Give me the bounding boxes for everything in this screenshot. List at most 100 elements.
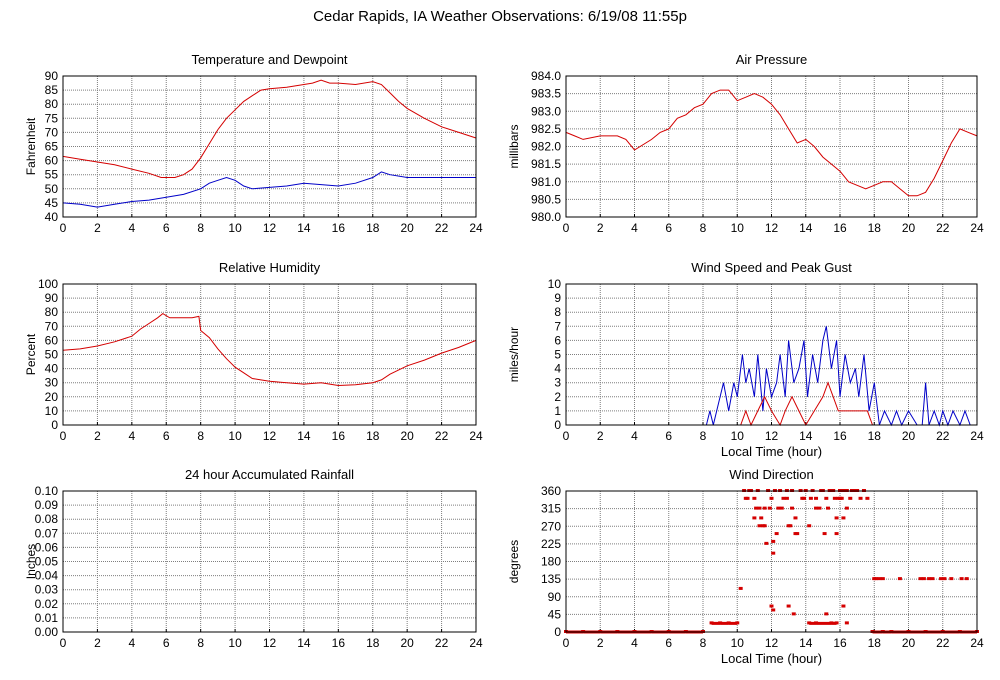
rainfall-title: 24 hour Accumulated Rainfall (185, 467, 354, 482)
wind-direction-xtick-label: 18 (868, 636, 882, 650)
wind-direction-point (752, 496, 757, 500)
wind-speed-series-line-1 (566, 381, 878, 427)
rainfall-xtick-label: 16 (332, 636, 346, 650)
wind-direction-point (807, 524, 812, 528)
humidity-ytick-label: 100 (38, 277, 58, 291)
humidity-xtick-label: 10 (228, 429, 242, 443)
humidity-xtick-label: 12 (263, 429, 277, 443)
wind-direction-point (834, 516, 839, 520)
page-title: Cedar Rapids, IA Weather Observations: 6… (313, 8, 687, 25)
rainfall-ytick-label: 0.03 (35, 583, 59, 597)
humidity-ytick-label: 40 (45, 362, 59, 376)
pressure-xtick-label: 16 (833, 221, 847, 235)
wind-speed-title: Wind Speed and Peak Gust (691, 260, 852, 275)
rainfall-xtick-label: 10 (228, 636, 242, 650)
wind-direction-point (942, 577, 947, 581)
wind-direction-point (762, 524, 767, 528)
rainfall-ytick-label: 0.10 (35, 484, 59, 498)
wind-direction-point (757, 524, 762, 528)
temperature-xtick-label: 22 (435, 221, 449, 235)
rainfall-xtick-label: 6 (163, 636, 170, 650)
temperature-xtick-label: 24 (469, 221, 483, 235)
wind-direction-point (834, 532, 839, 536)
temperature-ytick-label: 45 (45, 196, 59, 210)
humidity-ytick-label: 70 (45, 319, 59, 333)
temperature-xtick-label: 0 (60, 221, 67, 235)
wind-direction-point (858, 496, 863, 500)
wind-direction-point (832, 496, 837, 500)
wind-direction-point (771, 608, 776, 612)
temperature-ylabel: Fahrenheit (24, 117, 38, 175)
wind-direction-xtick-label: 24 (970, 636, 984, 650)
temperature-xtick-label: 20 (400, 221, 414, 235)
wind-speed-ytick-label: 9 (554, 291, 561, 305)
wind-direction-point (897, 577, 902, 581)
wind-direction-point (949, 577, 954, 581)
wind-direction-point (779, 506, 784, 510)
wind-direction-xtick-label: 14 (799, 636, 813, 650)
pressure-xtick-label: 24 (970, 221, 984, 235)
wind-speed-xtick-label: 8 (700, 429, 707, 443)
wind-direction-ytick-label: 360 (541, 484, 561, 498)
pressure-ylabel: millibars (507, 124, 521, 168)
wind-direction-point (824, 612, 829, 616)
rainfall-ylabel: Inches (24, 544, 38, 579)
wind-speed-ytick-label: 5 (554, 348, 561, 362)
humidity-xtick-label: 2 (94, 429, 101, 443)
wind-direction-point (841, 604, 846, 608)
wind-direction-point (964, 577, 969, 581)
wind-direction-point (771, 551, 776, 555)
wind-direction-point (808, 496, 813, 500)
rainfall-xtick-label: 0 (60, 636, 67, 650)
wind-direction-point (754, 506, 759, 510)
wind-direction-xtick-label: 10 (731, 636, 745, 650)
wind-direction-point (764, 541, 769, 545)
rainfall-ytick-label: 0.02 (35, 597, 59, 611)
wind-speed-frame (565, 283, 978, 426)
pressure-xtick-label: 12 (765, 221, 779, 235)
wind-speed-xtick-label: 12 (765, 429, 779, 443)
pressure-ytick-label: 982.0 (531, 140, 561, 154)
pressure-xtick-label: 10 (731, 221, 745, 235)
humidity-xtick-label: 20 (400, 429, 414, 443)
wind-direction-point (769, 604, 774, 608)
temperature-ytick-label: 50 (45, 182, 59, 196)
humidity-ylabel: Percent (24, 333, 38, 375)
temperature-ytick-label: 40 (45, 210, 59, 224)
wind-direction-point (873, 577, 878, 581)
wind-direction-point (939, 577, 944, 581)
wind-direction-point (788, 524, 793, 528)
pressure-frame (565, 75, 978, 218)
rainfall-ytick-label: 0.09 (35, 498, 59, 512)
wind-direction-xtick-label: 2 (597, 636, 604, 650)
wind-direction-point (826, 506, 831, 510)
wind-direction-point (776, 506, 781, 510)
wind-direction-ytick-label: 45 (548, 607, 562, 621)
humidity-series-line-0 (62, 312, 477, 387)
wind-direction-ytick-label: 270 (541, 519, 561, 533)
rainfall-xtick-label: 18 (366, 636, 380, 650)
wind-speed-xtick-label: 10 (731, 429, 745, 443)
humidity-ytick-label: 50 (45, 348, 59, 362)
pressure-series-line-0 (565, 89, 978, 197)
temperature-xtick-label: 8 (197, 221, 204, 235)
wind-direction-ytick-label: 315 (541, 502, 561, 516)
wind-direction-point (800, 496, 805, 500)
wind-direction-point (743, 496, 748, 500)
wind-speed-ytick-label: 0 (554, 418, 561, 432)
wind-direction-point (918, 577, 923, 581)
wind-direction-point (767, 506, 772, 510)
wind-direction-point (759, 516, 764, 520)
pressure-ytick-label: 981.0 (531, 175, 561, 189)
humidity-xtick-label: 6 (163, 429, 170, 443)
humidity-ytick-label: 10 (45, 404, 59, 418)
humidity-xtick-label: 22 (435, 429, 449, 443)
wind-direction-point (838, 496, 842, 500)
wind-speed-xtick-label: 18 (868, 429, 882, 443)
pressure-xtick-label: 6 (665, 221, 672, 235)
wind-direction-point (774, 532, 779, 536)
